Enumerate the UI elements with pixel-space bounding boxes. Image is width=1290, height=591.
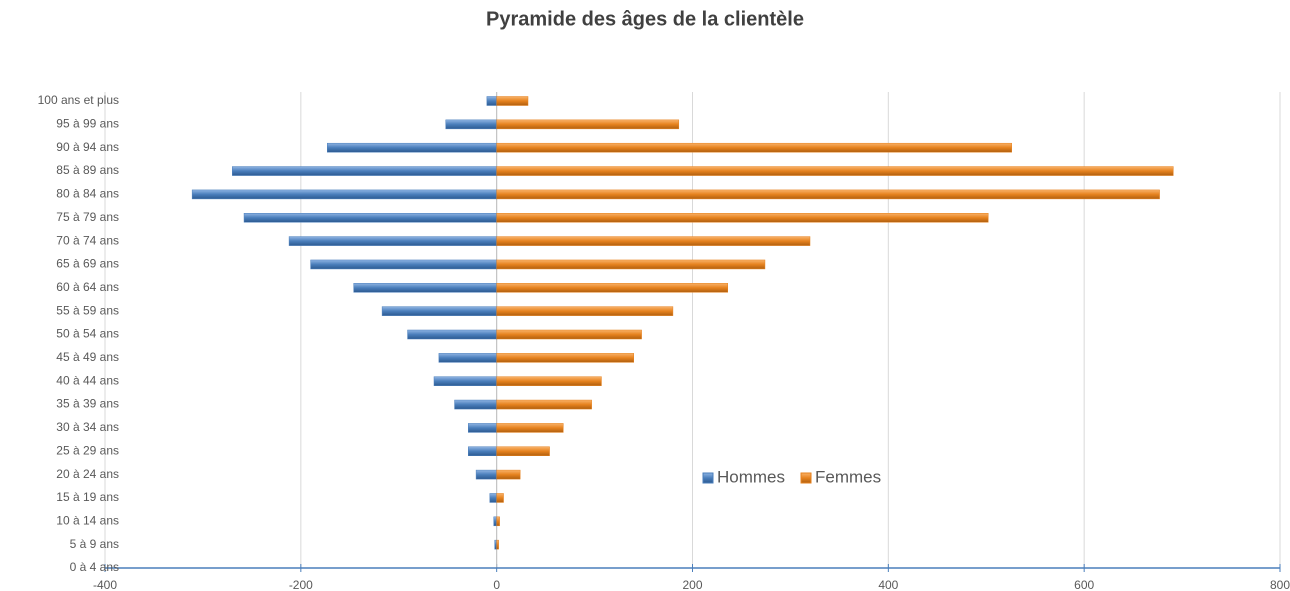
bar bbox=[288, 236, 497, 246]
bar bbox=[496, 96, 529, 106]
bar bbox=[454, 399, 497, 410]
bar bbox=[496, 539, 499, 550]
bar bbox=[496, 493, 504, 503]
bar bbox=[445, 119, 497, 130]
x-tick-label: -400 bbox=[93, 578, 117, 591]
bar bbox=[486, 96, 497, 106]
y-tick-label: 70 à 74 ans bbox=[56, 233, 119, 247]
y-tick-label: 90 à 94 ans bbox=[56, 140, 119, 154]
x-tick-label: 0 bbox=[493, 578, 500, 591]
y-tick-label: 25 à 29 ans bbox=[56, 443, 119, 457]
x-tick-label: 200 bbox=[682, 578, 702, 591]
y-tick-label: 20 à 24 ans bbox=[56, 467, 119, 481]
bar bbox=[496, 329, 642, 340]
y-tick-label: 50 à 54 ans bbox=[56, 327, 119, 341]
bar bbox=[310, 259, 497, 270]
bar bbox=[496, 166, 1174, 176]
bar bbox=[496, 213, 989, 223]
bar bbox=[496, 469, 521, 480]
y-tick-label: 80 à 84 ans bbox=[56, 187, 119, 201]
bar bbox=[496, 119, 680, 130]
y-tick-label: 40 à 44 ans bbox=[56, 373, 119, 387]
chart-title: Pyramide des âges de la clientèle bbox=[486, 8, 804, 30]
y-tick-label: 30 à 34 ans bbox=[56, 420, 119, 434]
bar bbox=[496, 189, 1160, 200]
bar bbox=[496, 283, 728, 293]
y-tick-label: 55 à 59 ans bbox=[56, 303, 119, 317]
y-tick-label: 0 à 4 ans bbox=[70, 560, 119, 574]
bar bbox=[496, 376, 602, 386]
bar bbox=[489, 493, 497, 503]
legend-label: Hommes bbox=[717, 467, 785, 486]
bar bbox=[496, 446, 550, 456]
bar bbox=[243, 213, 497, 223]
bar bbox=[496, 399, 592, 410]
y-tick-label: 60 à 64 ans bbox=[56, 280, 119, 294]
legend-label: Femmes bbox=[815, 467, 881, 486]
bar bbox=[496, 423, 564, 433]
y-tick-label: 35 à 39 ans bbox=[56, 397, 119, 411]
y-tick-label: 10 à 14 ans bbox=[56, 513, 119, 527]
bar bbox=[327, 142, 497, 153]
y-tick-label: 45 à 49 ans bbox=[56, 350, 119, 364]
y-tick-label: 15 à 19 ans bbox=[56, 490, 119, 504]
bar bbox=[496, 142, 1012, 153]
bar bbox=[475, 469, 497, 480]
y-tick-label: 5 à 9 ans bbox=[70, 537, 119, 551]
y-tick-label: 85 à 89 ans bbox=[56, 163, 119, 177]
bar bbox=[468, 446, 497, 456]
bar bbox=[353, 283, 497, 293]
bar bbox=[381, 306, 497, 316]
bar bbox=[433, 376, 497, 386]
x-tick-label: 800 bbox=[1270, 578, 1290, 591]
bar bbox=[496, 516, 500, 527]
bar bbox=[468, 423, 497, 433]
legend-swatch bbox=[800, 472, 812, 484]
x-tick-label: -200 bbox=[289, 578, 313, 591]
bar bbox=[232, 166, 497, 176]
bar bbox=[407, 329, 497, 340]
y-tick-label: 95 à 99 ans bbox=[56, 117, 119, 131]
bar bbox=[496, 353, 634, 363]
y-tick-label: 65 à 69 ans bbox=[56, 257, 119, 271]
bar bbox=[496, 306, 674, 316]
bar bbox=[494, 539, 497, 550]
x-tick-label: 400 bbox=[878, 578, 898, 591]
y-tick-label: 100 ans et plus bbox=[38, 93, 119, 107]
bar bbox=[496, 236, 811, 246]
bar bbox=[496, 259, 766, 270]
bar bbox=[191, 189, 497, 200]
y-tick-label: 75 à 79 ans bbox=[56, 210, 119, 224]
bar bbox=[438, 353, 497, 363]
legend-swatch bbox=[702, 472, 714, 484]
x-tick-label: 600 bbox=[1074, 578, 1094, 591]
bar bbox=[493, 516, 497, 527]
